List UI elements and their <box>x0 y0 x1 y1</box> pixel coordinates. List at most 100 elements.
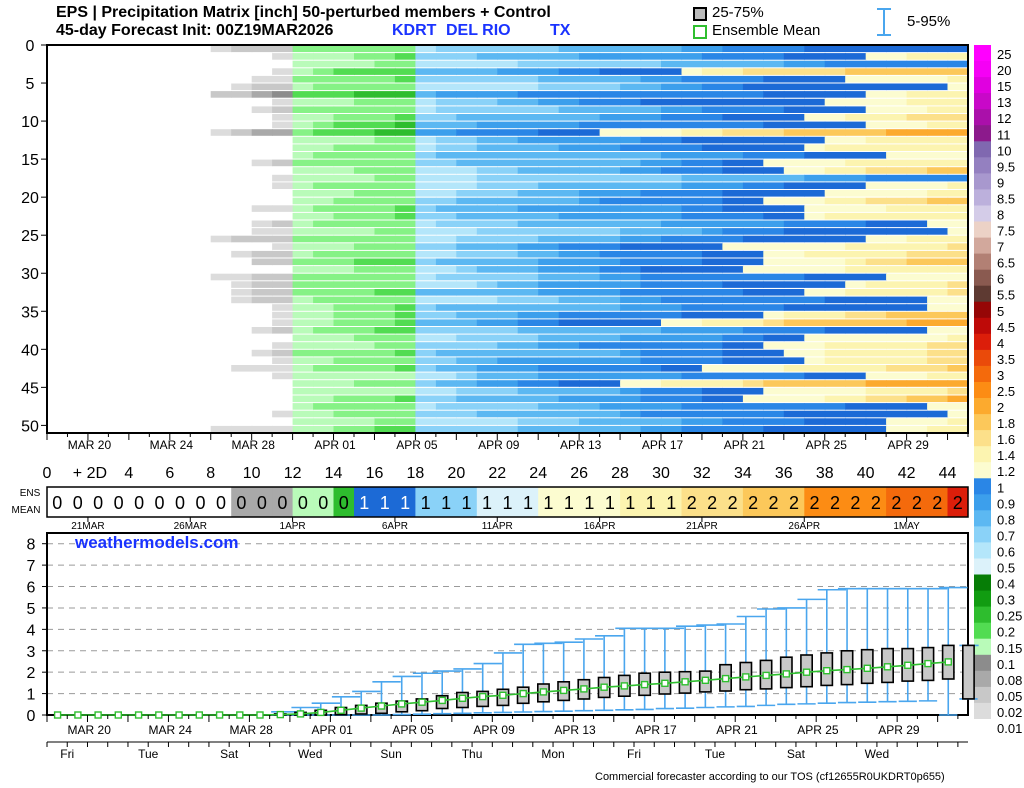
matrix-cell <box>579 372 601 380</box>
matrix-cell <box>722 372 744 380</box>
matrix-cell <box>599 121 621 129</box>
matrix-cell <box>927 220 949 228</box>
box-legend-label: 25-75% <box>712 4 764 21</box>
matrix-cell <box>599 258 621 266</box>
matrix-cell <box>333 220 355 228</box>
matrix-cell <box>333 289 355 296</box>
matrix-cell <box>251 235 273 243</box>
matrix-cell <box>927 319 949 326</box>
matrix-cell <box>354 220 376 228</box>
matrix-cell <box>538 327 560 334</box>
matrix-cell <box>354 45 376 53</box>
matrix-cell <box>558 250 580 258</box>
matrix-cell <box>599 296 621 304</box>
matrix-cell <box>681 289 703 296</box>
matrix-cell <box>763 152 785 159</box>
matrix-cell <box>394 387 416 395</box>
matrix-cell <box>865 136 887 144</box>
matrix-cell <box>354 197 376 205</box>
matrix-cell <box>497 418 519 425</box>
matrix-cell <box>722 296 744 304</box>
y-tick-label: 0 <box>27 708 36 725</box>
colorbar-label: 0.01 <box>997 721 1022 736</box>
matrix-cell <box>763 129 785 136</box>
matrix-cell <box>742 114 764 121</box>
matrix-cell <box>640 220 662 228</box>
matrix-cell <box>620 220 642 228</box>
matrix-cell <box>517 365 539 372</box>
matrix-cell <box>333 159 355 167</box>
matrix-cell <box>313 220 335 228</box>
matrix-cell <box>804 228 826 235</box>
matrix-cell <box>783 106 805 113</box>
matrix-cell <box>538 357 560 364</box>
matrix-cell <box>886 83 908 91</box>
matrix-cell <box>476 144 498 151</box>
matrix-cell <box>599 114 621 121</box>
matrix-cell <box>865 197 887 205</box>
matrix-cell <box>701 182 723 189</box>
matrix-cell <box>476 410 498 418</box>
mean-marker <box>904 661 912 669</box>
matrix-cell <box>374 182 396 189</box>
matrix-cell <box>906 243 928 250</box>
matrix-cell <box>538 281 560 288</box>
matrix-cell <box>374 136 396 144</box>
matrix-cell <box>845 311 867 319</box>
matrix-cell <box>620 167 642 174</box>
matrix-cell <box>763 121 785 129</box>
ens-mean-cell <box>886 487 908 517</box>
matrix-cell <box>538 98 560 106</box>
matrix-cell <box>497 212 519 220</box>
matrix-cell <box>292 91 314 98</box>
matrix-cell <box>742 174 764 182</box>
matrix-cell <box>722 212 744 220</box>
matrix-cell <box>824 75 846 83</box>
matrix-cell <box>374 250 396 258</box>
matrix-cell <box>886 387 908 395</box>
matrix-cell <box>722 91 744 98</box>
matrix-cell <box>497 159 519 167</box>
ens-mean-value: 0 <box>175 493 185 513</box>
ens-mean-cell <box>824 487 846 517</box>
matrix-cell <box>783 45 805 53</box>
matrix-cell <box>476 304 498 311</box>
matrix-cell <box>292 273 314 281</box>
matrix-cell <box>927 68 949 75</box>
ens-mean-value: 1 <box>462 493 472 513</box>
matrix-cell <box>681 304 703 311</box>
matrix-cell <box>313 403 335 410</box>
matrix-cell <box>927 289 949 296</box>
colorbar-band <box>974 638 991 656</box>
matrix-cell <box>558 235 580 243</box>
matrix-cell <box>313 304 335 311</box>
matrix-cell <box>333 114 355 121</box>
matrix-cell <box>701 190 723 197</box>
matrix-cell <box>313 129 335 136</box>
matrix-cell <box>538 114 560 121</box>
matrix-cell <box>865 182 887 189</box>
matrix-cell <box>517 98 539 106</box>
matrix-cell <box>517 235 539 243</box>
matrix-cell <box>906 289 928 296</box>
matrix-cell <box>763 114 785 121</box>
matrix-cell <box>804 250 826 258</box>
matrix-cell <box>824 380 846 387</box>
matrix-cell <box>681 75 703 83</box>
matrix-cell <box>292 83 314 91</box>
matrix-cell <box>906 212 928 220</box>
matrix-cell <box>456 380 478 387</box>
matrix-cell <box>824 114 846 121</box>
ens-mean-value: 2 <box>953 493 963 513</box>
matrix-cell <box>906 258 928 266</box>
matrix-cell <box>374 53 396 60</box>
matrix-cell <box>640 425 662 433</box>
matrix-cell <box>681 228 703 235</box>
x-date-label: APR 01 <box>311 723 353 737</box>
colorbar-label: 8 <box>997 208 1004 223</box>
x-date-label: APR 17 <box>635 723 677 737</box>
matrix-cell <box>579 250 601 258</box>
matrix-cell <box>845 228 867 235</box>
matrix-cell <box>558 258 580 266</box>
